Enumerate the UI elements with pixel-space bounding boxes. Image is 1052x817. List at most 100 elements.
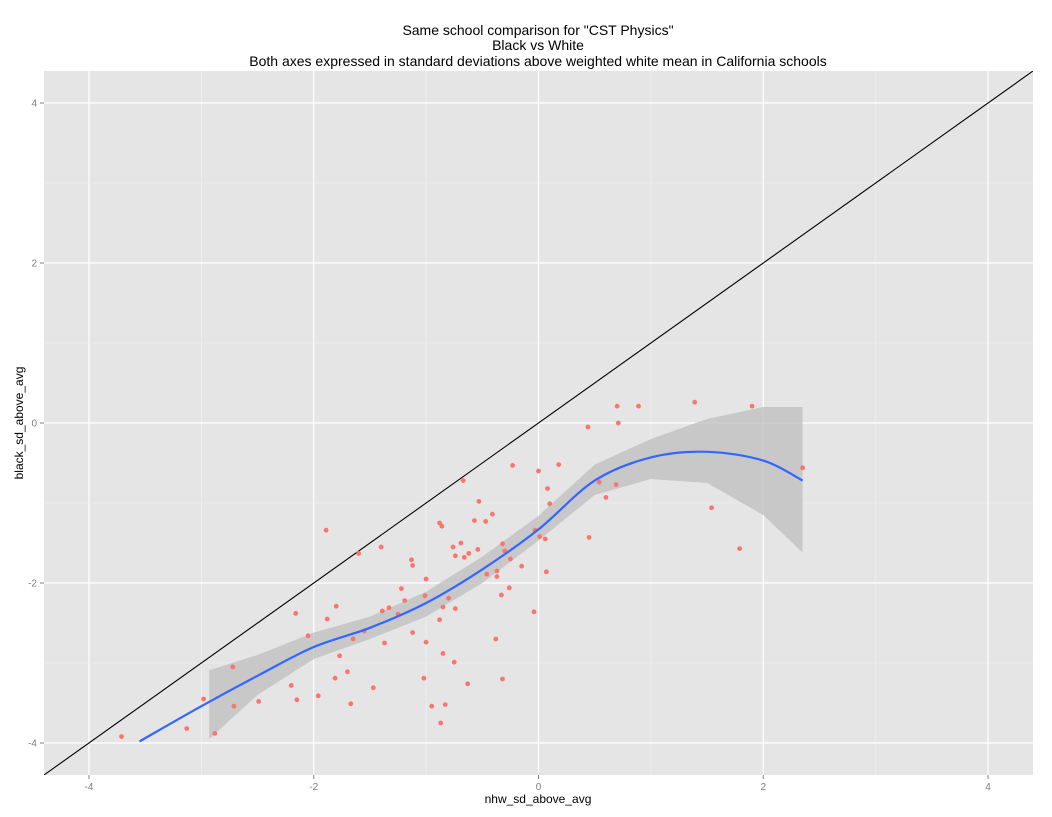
data-point (614, 403, 620, 409)
data-point (494, 574, 500, 579)
confidence-ribbon (209, 407, 803, 739)
data-point (184, 726, 190, 731)
data-point (356, 551, 362, 556)
data-point (230, 664, 236, 670)
data-point (461, 555, 467, 560)
data-point (315, 693, 321, 699)
data-point (472, 518, 477, 523)
data-point (483, 519, 489, 524)
data-point (421, 675, 427, 681)
data-points (119, 399, 806, 739)
data-point (423, 576, 429, 582)
data-point (423, 639, 429, 645)
data-point (613, 482, 619, 487)
x-axis-label: nhw_sd_above_avg (485, 792, 592, 806)
data-point (460, 478, 466, 483)
chart-title-line-1: Same school comparison for "CST Physics" (402, 22, 673, 38)
data-point (519, 563, 525, 569)
data-point (547, 501, 553, 507)
x-tick-label: -4 (85, 782, 94, 793)
data-point (506, 585, 512, 591)
x-tick-label: 0 (536, 782, 542, 793)
data-point (490, 511, 495, 517)
data-point (586, 535, 592, 540)
data-point (542, 536, 548, 542)
y-tick-label: -4 (28, 739, 37, 750)
data-point (288, 683, 294, 688)
data-point (231, 703, 237, 709)
data-point (737, 546, 743, 551)
data-point (536, 468, 541, 474)
data-point (493, 636, 499, 642)
data-point (442, 702, 448, 707)
chart-title: Same school comparison for "CST Physics"… (249, 22, 826, 69)
data-point (508, 556, 513, 562)
data-point (465, 681, 471, 687)
identity-line (44, 71, 1033, 775)
data-point (585, 424, 591, 430)
data-point (440, 604, 446, 610)
data-point (450, 544, 456, 550)
data-point (345, 669, 350, 675)
data-point (475, 547, 481, 552)
data-point (709, 505, 714, 511)
data-point (439, 523, 445, 529)
data-point (500, 541, 505, 547)
data-point (692, 399, 698, 405)
data-point (537, 534, 543, 539)
data-point (556, 462, 562, 467)
data-point (800, 465, 806, 471)
chart-title-line-3: Both axes expressed in standard deviatio… (249, 53, 826, 69)
data-point (333, 603, 339, 609)
data-point (379, 608, 385, 614)
data-point (545, 486, 550, 491)
data-point (382, 640, 387, 646)
data-point (458, 540, 464, 546)
data-point (332, 675, 338, 681)
y-tick-label: -2 (28, 579, 37, 590)
x-tick-label: 4 (985, 782, 991, 793)
data-point (466, 551, 472, 556)
y-axis-label: black_sd_above_avg (12, 367, 26, 480)
y-tick-label: 2 (31, 259, 37, 270)
data-point (323, 527, 329, 533)
y-tick-label: 4 (31, 99, 37, 110)
data-point (451, 659, 457, 665)
data-point (531, 609, 537, 615)
data-point (386, 605, 392, 611)
data-point (305, 633, 311, 639)
data-point (212, 731, 218, 736)
data-point (452, 606, 458, 611)
data-point (293, 611, 299, 616)
data-point (324, 616, 330, 622)
data-point (476, 499, 482, 504)
data-point (350, 636, 356, 642)
data-point (201, 696, 206, 702)
data-point (440, 651, 446, 656)
x-tick-label: 2 (760, 782, 766, 793)
data-point (256, 699, 262, 704)
data-point (119, 734, 124, 739)
data-point (636, 403, 641, 409)
data-point (543, 569, 549, 575)
data-point (410, 563, 416, 568)
data-point (409, 557, 414, 563)
data-point (437, 617, 442, 623)
data-point (294, 697, 300, 703)
data-point (596, 479, 602, 485)
data-point (370, 685, 376, 691)
data-point (452, 553, 458, 559)
data-point (348, 701, 354, 707)
smooth-line (138, 450, 804, 743)
data-point (378, 544, 384, 550)
x-tick-label: -2 (309, 782, 318, 793)
data-point (499, 592, 504, 598)
data-point (484, 571, 490, 577)
data-point (446, 595, 451, 601)
chart-title-line-2: Black vs White (492, 37, 584, 53)
data-point (500, 676, 505, 682)
axis-ticks: -4 -2 0 2 4 -4 -2 0 2 4 (28, 99, 991, 794)
data-point (398, 586, 404, 591)
data-point (337, 653, 342, 659)
